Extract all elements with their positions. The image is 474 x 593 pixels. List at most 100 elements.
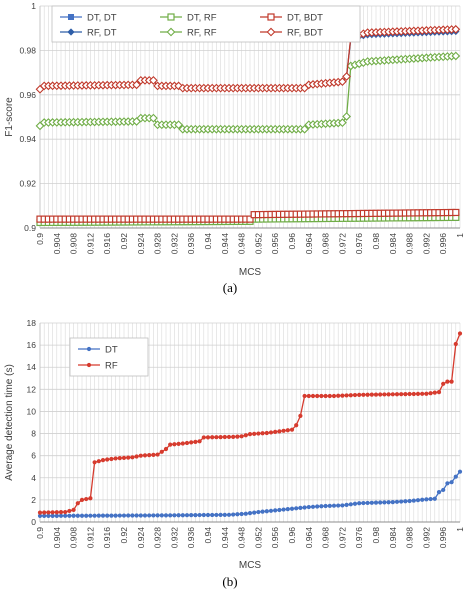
series-dt [37, 469, 463, 519]
data-point [260, 431, 265, 436]
data-point [289, 427, 295, 432]
legend-label: RF, DT [87, 28, 117, 39]
data-point [382, 392, 387, 397]
x-tick-label: 0.996 [438, 527, 448, 549]
data-point [197, 512, 202, 518]
x-tick-label: 0.908 [69, 233, 79, 255]
data-point [277, 429, 282, 434]
chart-a: 0.9 0.92 0.94 0.96 0.98 1 0.9 0.904 0.908 0.912 0.… [4, 1, 465, 295]
y-tick-label: 0.94 [19, 134, 36, 144]
x-tick-label: 0.9 [35, 233, 45, 245]
data-point [247, 432, 253, 437]
x-axis-label: MCS [239, 267, 262, 278]
data-point [273, 508, 278, 513]
x-tick-label: 0.988 [405, 233, 415, 255]
data-point [132, 80, 141, 90]
data-point [155, 452, 160, 457]
data-point [382, 500, 387, 505]
legend-marker [67, 28, 75, 36]
data-point [197, 439, 202, 444]
x-tick-label: 0.964 [304, 233, 314, 255]
data-point [210, 512, 215, 518]
data-point [109, 513, 114, 518]
data-point [252, 431, 257, 436]
data-point [327, 503, 332, 508]
data-point [424, 391, 429, 396]
legend-marker [267, 13, 275, 21]
data-point [84, 496, 89, 502]
data-point [352, 501, 358, 506]
data-point [277, 507, 282, 513]
legend-marker [68, 14, 74, 20]
data-point [226, 434, 232, 440]
x-tick-label: 0.976 [354, 527, 364, 549]
legend-marker [266, 27, 276, 37]
legend-marker [86, 362, 92, 368]
data-point [407, 498, 412, 504]
data-point [205, 435, 211, 440]
data-point [394, 392, 400, 397]
y-tick-label: 0.9 [24, 223, 36, 233]
data-point [88, 496, 93, 501]
data-point [63, 513, 68, 518]
series-dt-bdt [36, 208, 460, 223]
data-point [386, 500, 391, 505]
data-point [252, 510, 257, 515]
x-tick-label: 0.94 [203, 527, 213, 544]
data-point [50, 513, 55, 518]
data-point [306, 504, 311, 510]
data-point [235, 434, 240, 439]
data-point [365, 392, 370, 397]
data-point [231, 512, 236, 517]
data-point [37, 513, 43, 519]
data-point [243, 511, 248, 516]
data-point [365, 500, 370, 506]
data-point [336, 503, 341, 508]
legend-item: DT, BDT [260, 13, 323, 24]
data-point [298, 413, 303, 418]
data-point [149, 113, 158, 123]
legend: DT, DT DT, RF DT, BDT RF, DT RF, RF RF, BDT [51, 5, 361, 43]
data-point [298, 505, 303, 511]
x-tick-label: 1 [455, 527, 465, 532]
data-point [281, 428, 286, 433]
data-point [342, 112, 351, 121]
data-point [92, 460, 97, 465]
x-tick-label: 0.944 [220, 527, 230, 549]
x-tick-label: 0.952 [253, 527, 263, 549]
data-point [214, 435, 219, 440]
data-point [147, 513, 152, 518]
y-tick-label: 2 [31, 495, 36, 505]
data-point [453, 341, 458, 347]
data-point [340, 503, 345, 508]
legend-marker [167, 13, 175, 21]
data-point [46, 513, 51, 518]
data-point [452, 208, 460, 217]
data-point [218, 512, 223, 517]
y-tick-label: 0 [31, 517, 36, 527]
data-point [174, 120, 183, 130]
x-tick-label: 0.984 [388, 233, 398, 255]
data-point [149, 75, 158, 85]
data-point [378, 500, 383, 505]
legend-item: DT [78, 345, 118, 356]
data-point [449, 379, 454, 384]
data-point [323, 503, 328, 509]
data-point [84, 513, 89, 518]
data-point [432, 390, 437, 395]
data-point [394, 499, 400, 504]
x-tick-label: 0.916 [102, 527, 112, 549]
x-tick-label: 0.932 [169, 527, 179, 549]
data-point [222, 434, 227, 440]
x-tick-label: 0.984 [388, 527, 398, 549]
x-tick-label: 0.948 [237, 527, 247, 549]
data-point [92, 513, 97, 518]
series-rf [37, 331, 463, 515]
x-tick-label: 0.92 [119, 233, 129, 250]
x-tick-label: 0.96 [287, 527, 297, 544]
data-point [126, 455, 131, 460]
x-tick-label: 0.968 [321, 233, 331, 255]
legend-item: RF, DT [60, 28, 117, 39]
legend-box [51, 5, 361, 43]
